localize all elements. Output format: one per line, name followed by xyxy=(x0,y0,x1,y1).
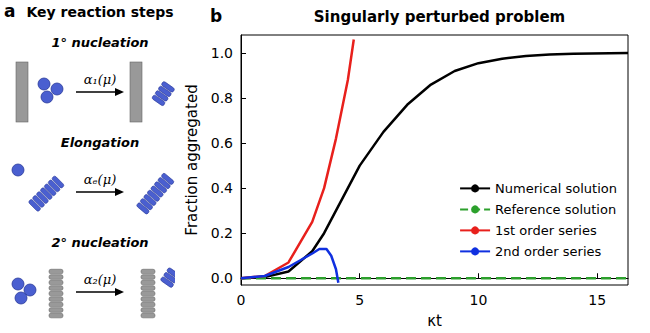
svg-text:1° nucleation: 1° nucleation xyxy=(51,35,148,50)
svg-text:α₂(μ): α₂(μ) xyxy=(84,272,117,287)
svg-text:0.8: 0.8 xyxy=(211,90,233,106)
svg-text:15: 15 xyxy=(588,292,606,308)
svg-text:0.6: 0.6 xyxy=(211,135,233,151)
svg-text:αₑ(μ): αₑ(μ) xyxy=(84,172,116,187)
svg-text:b: b xyxy=(210,6,222,26)
svg-text:κt: κt xyxy=(427,312,442,330)
svg-text:Elongation: Elongation xyxy=(61,135,139,150)
svg-text:0.0: 0.0 xyxy=(211,270,233,286)
svg-text:Numerical solution: Numerical solution xyxy=(495,181,617,196)
svg-text:Fraction aggregated: Fraction aggregated xyxy=(183,84,201,235)
svg-text:1.0: 1.0 xyxy=(211,45,233,61)
svg-text:10: 10 xyxy=(470,292,488,308)
svg-text:0: 0 xyxy=(237,292,246,308)
svg-text:2nd order series: 2nd order series xyxy=(495,244,601,259)
svg-text:a: a xyxy=(4,1,15,21)
svg-text:Reference solution: Reference solution xyxy=(495,202,616,217)
svg-text:1st order series: 1st order series xyxy=(495,223,597,238)
svg-text:0.4: 0.4 xyxy=(211,180,233,196)
svg-text:Singularly perturbed problem: Singularly perturbed problem xyxy=(314,8,565,26)
svg-text:2° nucleation: 2° nucleation xyxy=(51,235,148,250)
svg-text:0.2: 0.2 xyxy=(211,225,233,241)
svg-text:Key reaction steps: Key reaction steps xyxy=(26,4,173,20)
svg-text:α₁(μ): α₁(μ) xyxy=(84,72,117,87)
svg-text:5: 5 xyxy=(355,292,364,308)
